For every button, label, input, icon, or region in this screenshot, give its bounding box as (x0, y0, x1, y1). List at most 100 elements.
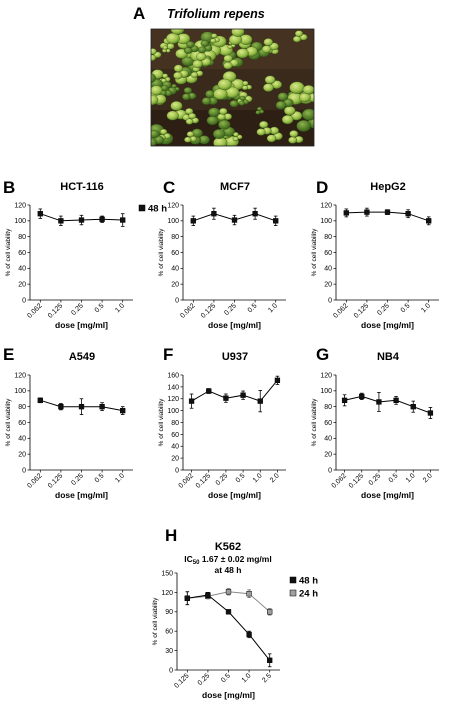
series-0 (37, 397, 126, 415)
clover-leaf (212, 129, 226, 139)
series-line (344, 395, 431, 414)
clover-leaf (210, 38, 217, 44)
clover-leaf (238, 100, 245, 106)
y-tick-label: 40 (171, 266, 179, 273)
clover-leaf (263, 83, 274, 92)
data-point (364, 209, 370, 215)
data-point (58, 218, 64, 224)
legend-swatch (289, 576, 297, 584)
y-tick-label: 120 (320, 202, 332, 209)
panel-letter: F (163, 345, 173, 364)
clover-leaf (263, 38, 274, 46)
y-tick-label: 0 (22, 297, 26, 304)
clover-leaf (302, 85, 314, 95)
clover-leaf (183, 87, 193, 94)
chart-title: NB4 (377, 351, 400, 363)
x-tick-label: 0.5 (400, 302, 412, 314)
x-axis-label: dose [mg/ml] (55, 320, 108, 330)
x-tick-label: 0.062 (179, 302, 196, 319)
data-point (384, 209, 391, 215)
y-tick-label: 40 (18, 436, 26, 443)
x-tick-label: 0.5 (235, 472, 247, 484)
clover-leaf (255, 110, 261, 115)
data-point (223, 395, 229, 401)
data-point (37, 397, 43, 403)
clover-leaf (294, 30, 304, 37)
y-tick-label: 0 (175, 467, 179, 474)
subtitle-rest: 1.67 ± 0.02 mg/ml (199, 554, 271, 564)
clover-leaf (301, 108, 314, 121)
chart-g: G NB4 0 20 40 60 80 100 120 0.062 0.125 0.25 0.5 1.0 2… (311, 345, 439, 500)
clover-leaf (259, 120, 269, 129)
chart-title: HepG2 (370, 181, 405, 193)
y-tick-label: 80 (324, 404, 332, 411)
clover-leaf (151, 48, 157, 55)
x-tick-label: 0.125 (173, 672, 190, 689)
chart-title: U937 (222, 351, 248, 363)
clover-leaf (205, 90, 215, 98)
clover-leaf (223, 54, 233, 63)
clover-leaf (236, 48, 249, 59)
x-tick-label: 0.25 (70, 302, 85, 317)
clover-leaf (217, 78, 232, 91)
series-48h (184, 591, 273, 668)
y-tick-label: 20 (324, 282, 332, 289)
data-point (99, 404, 105, 410)
y-tick-label: 0 (328, 297, 332, 304)
chart-title: A549 (69, 351, 95, 363)
data-point (267, 609, 273, 615)
clover-leaf (261, 45, 272, 54)
clover-leaf (159, 128, 168, 135)
y-axis-label: % of cell viability (311, 228, 318, 276)
data-point (206, 388, 212, 394)
clover-leaf (289, 81, 305, 94)
x-tick-label: 0.062 (332, 302, 349, 319)
x-tick-label: 1.0 (114, 472, 126, 484)
y-tick-label: 100 (167, 218, 179, 225)
clover-leaf (182, 93, 191, 101)
clover-leaf (173, 71, 183, 80)
y-tick-label: 100 (14, 388, 26, 395)
data-point (190, 218, 196, 224)
x-tick-label: 1.0 (114, 302, 126, 314)
legend-swatch (138, 204, 146, 212)
y-tick-label: 120 (167, 396, 179, 403)
x-tick-label: 1.0 (241, 672, 253, 684)
data-point (410, 404, 416, 410)
data-point (257, 398, 263, 404)
x-axis-label: dose [mg/ml] (361, 490, 414, 500)
y-tick-label: 0 (175, 297, 179, 304)
data-point (205, 592, 211, 598)
y-tick-label: 120 (14, 372, 26, 379)
clover-photo (150, 28, 315, 147)
y-tick-label: 100 (167, 408, 179, 415)
x-tick-label: 0.125 (47, 472, 64, 489)
data-point (405, 211, 411, 217)
clover-leaf (197, 46, 207, 54)
y-tick-label: 60 (324, 250, 332, 257)
data-point (231, 217, 238, 223)
y-axis-label: % of cell viability (311, 398, 318, 446)
x-tick-label: 0.25 (70, 472, 85, 487)
panel-letter: G (316, 345, 329, 364)
y-tick-label: 160 (167, 372, 179, 379)
data-point (376, 399, 382, 405)
clover-leaf (223, 61, 233, 70)
x-tick-label: 0.5 (247, 302, 259, 314)
data-point (359, 393, 365, 400)
x-tick-label: 0.125 (348, 472, 365, 489)
subtitle-subscript: 50 (193, 560, 200, 566)
data-point (273, 218, 279, 224)
clover-leaf (275, 100, 287, 110)
clover-leaf (213, 137, 228, 146)
legend-swatch (289, 589, 297, 597)
x-tick-label: 0.5 (388, 472, 400, 484)
clover-leaf (233, 132, 239, 137)
clover-leaf (166, 110, 179, 121)
y-tick-label: 0 (22, 467, 26, 474)
y-tick-label: 60 (171, 432, 179, 439)
data-point (225, 609, 232, 615)
panel-letter: B (3, 178, 15, 197)
x-tick-label: 0.25 (368, 472, 383, 487)
y-tick-label: 0 (328, 467, 332, 474)
